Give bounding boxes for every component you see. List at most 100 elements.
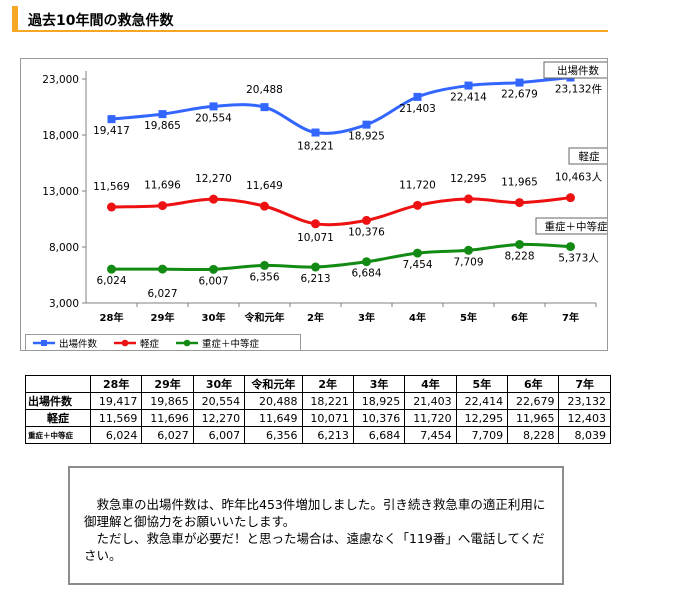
table-cell: 20,554 xyxy=(192,392,246,410)
row-label: 軽症 xyxy=(25,409,91,427)
data-point xyxy=(413,92,422,101)
table-header-row: 28年 29年 30年 令和元年 2年 3年 4年 5年 6年 7年 xyxy=(25,375,611,393)
x-tick-label: 7年 xyxy=(562,311,579,324)
table-cell: 7,454 xyxy=(404,426,457,444)
data-table: 28年 29年 30年 令和元年 2年 3年 4年 5年 6年 7年 出場件数 … xyxy=(25,375,611,444)
table-row-severe: 重症＋中等症 6,024 6,027 6,007 6,356 6,213 6,6… xyxy=(25,426,611,444)
table-cell: 6,684 xyxy=(352,426,406,444)
table-cell: 18,221 xyxy=(301,392,354,410)
table-header-cell: 28年 xyxy=(89,375,143,393)
table-cell: 12,403 xyxy=(558,409,611,427)
x-tick-label: 2年 xyxy=(307,311,324,324)
data-point xyxy=(209,264,218,274)
section-header: 過去10年間の救急件数 xyxy=(12,6,608,32)
data-point xyxy=(362,257,371,267)
data-label: 21,403 xyxy=(399,103,436,115)
legend-item-mild: 軽症 xyxy=(113,336,159,350)
table-row-dispatch: 出場件数 19,417 19,865 20,554 20,488 18,221 … xyxy=(25,392,611,410)
legend-label-mild: 軽症 xyxy=(140,338,160,350)
row-label: 重症＋中等症 xyxy=(25,426,91,444)
data-label: 19,417 xyxy=(93,125,130,137)
table-cell: 19,417 xyxy=(89,392,143,410)
data-point xyxy=(209,102,218,111)
data-label: 10,376 xyxy=(348,226,385,238)
legend-item-severe: 重症＋中等症 xyxy=(175,336,259,350)
table-cell: 8,228 xyxy=(507,426,560,444)
table-header-cell: 令和元年 xyxy=(244,375,303,393)
data-point xyxy=(260,201,269,211)
table-cell: 6,007 xyxy=(192,426,246,444)
table-cell: 7,709 xyxy=(455,426,509,444)
y-tick-label: 8,000 xyxy=(49,242,79,254)
table-cell: 10,376 xyxy=(352,409,406,427)
table-cell: 6,024 xyxy=(89,426,143,444)
legend-marker-dispatch xyxy=(33,339,55,346)
series-line-0 xyxy=(111,76,571,135)
data-label: 18,925 xyxy=(348,131,385,143)
data-point xyxy=(158,110,167,119)
data-label: 22,414 xyxy=(450,92,487,104)
data-label: 11,569 xyxy=(93,181,130,193)
table-header-cell: 30年 xyxy=(192,375,246,393)
data-label: 7,454 xyxy=(402,259,432,271)
data-label: 6,356 xyxy=(249,271,279,283)
data-point xyxy=(260,103,269,112)
data-label: 6,024 xyxy=(96,275,126,287)
table-header-cell: 6年 xyxy=(507,375,560,393)
data-label: 11,649 xyxy=(246,180,283,192)
data-label: 11,965 xyxy=(501,177,538,189)
data-point xyxy=(158,264,167,274)
x-tick-label: 5年 xyxy=(460,311,477,324)
table-cell: 6,027 xyxy=(141,426,194,444)
data-label: 10,463人 xyxy=(555,172,603,184)
data-point xyxy=(515,78,524,87)
y-tick-label: 3,000 xyxy=(49,298,79,310)
x-tick-label: 3年 xyxy=(358,311,375,324)
legend-marker-mild xyxy=(114,339,137,346)
data-label: 6,213 xyxy=(300,273,330,285)
line-chart: 3,000 8,000 13,000 18,000 23,000 28年 29年 30年 令和元… xyxy=(42,61,617,324)
data-point xyxy=(311,262,320,272)
table-header-cell: 5年 xyxy=(455,375,509,393)
table-header-cell: 29年 xyxy=(141,375,194,393)
table-header-cell: 4年 xyxy=(404,375,457,393)
data-point xyxy=(566,193,575,203)
legend-label-dispatch: 出場件数 xyxy=(59,338,98,350)
series-tag-label: 重症＋中等症 xyxy=(545,220,608,233)
table-cell: 11,569 xyxy=(89,409,143,427)
table-cell: 11,696 xyxy=(141,409,194,427)
table-cell: 11,649 xyxy=(244,409,303,427)
chart-frame: 3,000 8,000 13,000 18,000 23,000 28年 29年 30年 令和元… xyxy=(20,58,617,351)
data-point xyxy=(413,200,422,210)
data-label: 7,709 xyxy=(453,256,483,268)
data-point xyxy=(464,245,473,255)
table-header-cell xyxy=(25,375,91,393)
x-tick-label: 30年 xyxy=(202,311,226,324)
chart-legend: 出場件数 軽症 重症＋中等症 xyxy=(25,334,301,351)
table-header-cell: 7年 xyxy=(558,375,611,393)
y-tick-label: 13,000 xyxy=(42,186,79,198)
table-cell: 11,720 xyxy=(404,409,457,427)
table-cell: 11,965 xyxy=(507,409,560,427)
data-point xyxy=(107,115,116,124)
table-cell: 6,356 xyxy=(244,426,303,444)
data-point xyxy=(107,202,116,212)
data-point xyxy=(158,201,167,211)
data-point xyxy=(209,194,218,204)
notice-box: 救急車の出場件数は、昨年比453件増加しました。引き続き救急車の適正利用に御理解… xyxy=(68,466,564,585)
table-cell: 23,132 xyxy=(558,392,611,410)
data-label: 20,554 xyxy=(195,112,232,124)
legend-item-dispatch: 出場件数 xyxy=(32,336,97,350)
table-cell: 10,071 xyxy=(301,409,354,427)
x-tick-label: 令和元年 xyxy=(244,311,285,324)
data-label: 6,007 xyxy=(198,275,228,287)
row-label: 出場件数 xyxy=(25,392,91,410)
data-label: 8,228 xyxy=(504,250,534,262)
table-cell: 8,039 xyxy=(558,426,611,444)
data-label: 22,679 xyxy=(501,89,538,101)
table-cell: 12,295 xyxy=(455,409,509,427)
data-point xyxy=(413,248,422,258)
data-point xyxy=(515,239,524,249)
table-cell: 19,865 xyxy=(141,392,194,410)
data-label: 23,132件 xyxy=(555,84,602,96)
